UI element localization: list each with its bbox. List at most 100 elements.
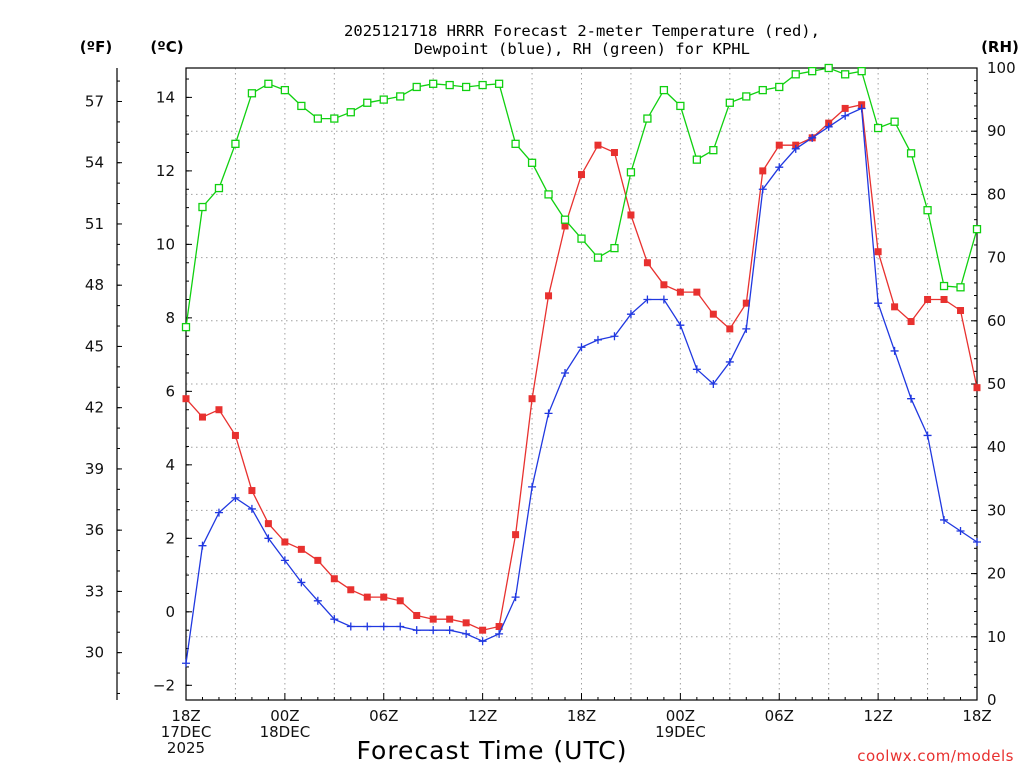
rh-point <box>181 322 191 332</box>
temperature-point <box>363 593 371 601</box>
dewpoint-point <box>643 295 652 304</box>
temperature-point <box>215 406 223 414</box>
rh-point <box>478 80 487 90</box>
chart-title-line1: 2025121718 HRRR Forecast 2-meter Tempera… <box>344 22 820 40</box>
temperature-point <box>380 593 388 601</box>
dewpoint-point <box>973 538 981 546</box>
temperature-point <box>924 295 932 303</box>
rh-tick-label: 60 <box>987 312 1006 330</box>
temperature-point <box>891 303 899 311</box>
dewpoint-point <box>495 629 504 638</box>
dewpoint-point <box>396 622 405 631</box>
rh-point <box>231 139 240 148</box>
dewpoint-point <box>280 556 289 565</box>
dewpoint-point <box>445 626 454 635</box>
dewpoint-point <box>577 343 586 352</box>
dewpoint-point <box>313 596 322 605</box>
dewpoint-line <box>185 107 978 664</box>
dewpoint-point <box>231 493 240 502</box>
temperature-series <box>182 101 981 634</box>
rh-point <box>313 114 322 123</box>
celsius-unit-label: (ºC) <box>150 38 183 56</box>
temperature-point <box>693 288 701 296</box>
x-tick-label: 18Z <box>962 707 991 725</box>
rh-point <box>330 114 339 123</box>
temperature-point <box>973 384 981 392</box>
rh-point <box>577 234 586 243</box>
fahrenheit-tick-label: 45 <box>85 337 104 355</box>
celsius-tick-label: 4 <box>165 456 175 474</box>
temperature-point <box>413 611 421 619</box>
rh-point <box>775 82 784 92</box>
temperature-point <box>676 288 684 296</box>
temperature-point <box>231 431 239 439</box>
rh-point <box>297 101 306 111</box>
dewpoint-point <box>874 299 883 308</box>
rh-point <box>758 85 767 95</box>
dewpoint-point <box>561 368 570 377</box>
rh-point <box>429 79 438 88</box>
rh-point <box>873 123 883 133</box>
x-tick-label: 00Z <box>666 707 695 725</box>
x-tick-label: 18Z <box>567 707 596 725</box>
rh-point <box>610 243 619 253</box>
dewpoint-point <box>544 409 553 418</box>
rh-tick-label: 20 <box>987 565 1006 583</box>
rh-point <box>676 101 685 111</box>
rh-point <box>412 82 421 92</box>
dewpoint-point <box>429 626 438 635</box>
dewpoint-point <box>857 104 866 113</box>
dewpoint-point <box>742 324 751 333</box>
temperature-point <box>528 395 536 403</box>
rh-point <box>956 283 965 292</box>
dewpoint-point <box>379 622 388 631</box>
rh-point <box>857 67 866 76</box>
dewpoint-point <box>198 541 207 550</box>
rh-point <box>709 146 718 155</box>
dewpoint-point <box>264 534 273 543</box>
rh-point <box>742 92 751 101</box>
dewpoint-point <box>923 431 932 440</box>
x-tick-label: 18Z <box>171 707 200 725</box>
dewpoint-point <box>214 508 223 517</box>
dewpoint-point <box>676 321 685 330</box>
dewpoint-point <box>346 622 355 631</box>
rh-point <box>593 253 603 262</box>
x-tick-label: 00Z <box>270 707 299 725</box>
dewpoint-point <box>247 504 256 513</box>
credit-link[interactable]: coolwx.com/models <box>857 747 1014 765</box>
dewpoint-point <box>462 629 471 638</box>
data-series <box>181 63 982 668</box>
rh-point <box>280 85 290 95</box>
celsius-tick-label: −2 <box>153 676 175 694</box>
rh-unit-label: (RH) <box>981 38 1019 56</box>
x-tick-label: 19DEC <box>655 723 706 741</box>
dewpoint-point <box>940 515 949 524</box>
rh-point <box>824 63 833 73</box>
x-tick-label: 12Z <box>468 707 497 725</box>
temperature-point <box>594 141 602 149</box>
rh-point <box>511 139 520 148</box>
rh-tick-label: 90 <box>987 122 1006 140</box>
celsius-tick-label: 8 <box>165 309 175 327</box>
rh-tick-label: 30 <box>987 501 1006 519</box>
rh-point <box>791 70 800 79</box>
rh-point <box>198 202 207 212</box>
temperature-point <box>957 307 965 315</box>
temperature-point <box>182 395 190 403</box>
grid-lines <box>186 68 977 700</box>
fahrenheit-tick-label: 42 <box>85 399 104 417</box>
temperature-point <box>660 281 668 289</box>
rh-point <box>890 117 899 126</box>
rh-point <box>560 215 570 224</box>
temperature-point <box>874 248 882 256</box>
rh-tick-label: 50 <box>987 375 1006 393</box>
temperature-point <box>578 171 585 179</box>
dewpoint-point <box>363 622 372 631</box>
temperature-point <box>495 623 503 631</box>
dewpoint-point <box>511 593 520 602</box>
dewpoint-point <box>824 122 833 131</box>
temperature-point <box>281 538 289 546</box>
dewpoint-point <box>841 111 850 120</box>
